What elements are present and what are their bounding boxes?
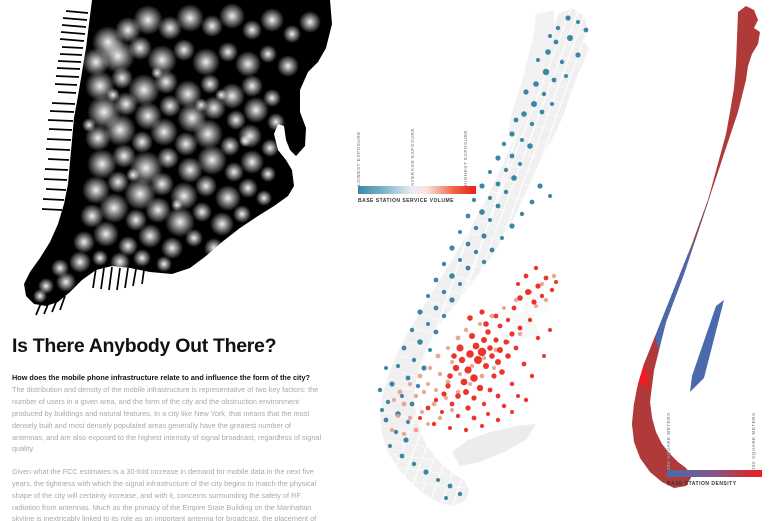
manhattan-landmass: [380, 8, 590, 506]
region-midtown-band: [632, 238, 760, 340]
region-roosevelt-island: [690, 300, 724, 392]
article-paragraph-1: How does the mobile phone infrastructure…: [12, 372, 324, 455]
base-station-dots-mid: [389, 273, 557, 436]
legend-label-average-exposure: AVERAGE EXPOSURE: [410, 128, 415, 186]
legend-density-labels: 380 SQUARE METERS 180 SQUARE METERS: [666, 404, 767, 470]
service-volume-map: [0, 0, 340, 335]
base-station-density-map: [620, 0, 780, 521]
legend-label-highest-exposure: HIGHEST EXPOSURE: [463, 129, 468, 186]
region-upper-west-side: [632, 188, 760, 280]
article-lede: How does the mobile phone infrastructure…: [12, 373, 310, 383]
legend-service-volume-labels: LOWEST EXPOSURE AVERAGE EXPOSURE HIGHEST…: [356, 128, 480, 186]
article-text-block: Is There Anybody Out There? How does the…: [12, 336, 324, 521]
pier-fringe: [41, 10, 89, 211]
service-volume-svg: [24, 0, 332, 316]
legend-label-380-square-meters: 380 SQUARE METERS: [666, 412, 671, 470]
article-paragraph-2: Given what the FCC estimates is a 30-fol…: [12, 467, 317, 521]
legend-service-volume: LOWEST EXPOSURE AVERAGE EXPOSURE HIGHEST…: [356, 128, 480, 204]
pier-fringe-south: [35, 266, 145, 316]
article-body-1: The distribution and density of the mobi…: [12, 385, 322, 454]
legend-service-volume-gradient-bar: [358, 186, 476, 194]
service-volume-blobs: [33, 3, 321, 303]
base-station-exposure-map: [340, 0, 630, 521]
legend-base-station-density: 380 SQUARE METERS 180 SQUARE METERS BASE…: [666, 404, 767, 487]
legend-label-lowest-exposure: LOWEST EXPOSURE: [356, 131, 361, 186]
region-upper-east-side: [690, 176, 760, 272]
legend-label-180-square-meters: 180 SQUARE METERS: [751, 412, 756, 470]
legend-density-caption: BASE STATION DENSITY: [667, 481, 737, 487]
legend-service-volume-caption: BASE STATION SERVICE VOLUME: [358, 198, 455, 204]
base-station-dots-low: [377, 15, 589, 500]
region-financial-district: [632, 384, 658, 436]
density-map-svg: [632, 6, 760, 488]
legend-density-gradient-bar: [667, 470, 762, 477]
page-title: Is There Anybody Out There?: [12, 335, 277, 357]
exposure-map-svg: [377, 8, 590, 506]
base-station-dots-high: [418, 265, 558, 433]
